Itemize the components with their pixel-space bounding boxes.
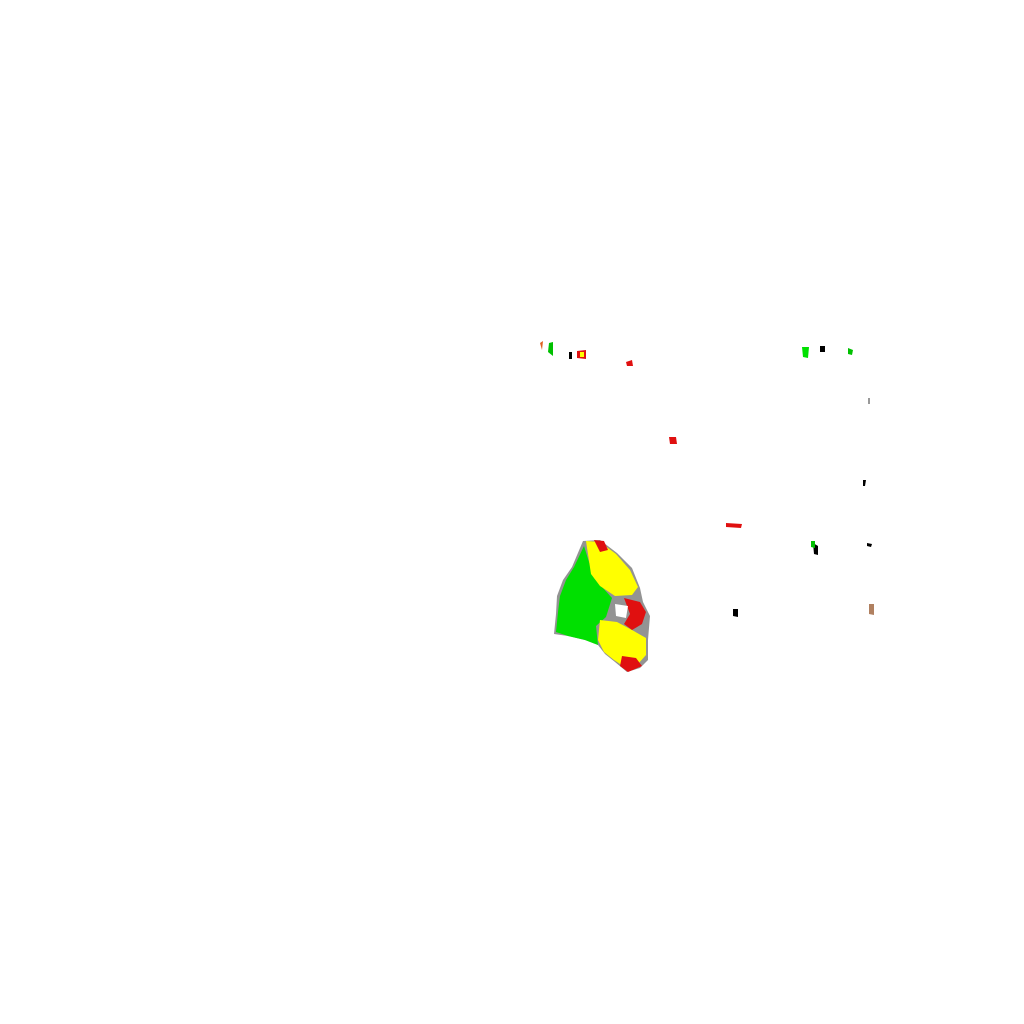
fragment-green-1	[548, 342, 553, 356]
main-blob-red-right	[624, 598, 646, 630]
fragment-yellow-1	[580, 352, 584, 357]
fragment-gray-1	[868, 398, 870, 404]
main-blob	[554, 540, 650, 672]
fragment-brown-1	[869, 604, 874, 615]
main-blob-white-gap	[615, 604, 628, 618]
fragment-green-3	[848, 348, 853, 355]
main-blob-green-region	[556, 546, 612, 645]
fragment-black-3	[863, 480, 866, 486]
fragment-black-5	[733, 609, 738, 617]
main-blob-yellow-upper	[586, 541, 638, 596]
scattered-fragments	[540, 341, 874, 617]
main-blob-red-bottom	[620, 656, 642, 672]
fragment-green-2	[802, 347, 809, 358]
fragment-red-4	[726, 523, 742, 528]
fragment-black-2	[820, 346, 825, 352]
fragment-green-4	[811, 541, 815, 548]
fragment-red-2	[626, 360, 633, 366]
main-blob-red-top	[594, 540, 608, 552]
fragment-black-4	[867, 543, 872, 547]
fragment-red-3	[669, 437, 677, 444]
fragment-black-1	[569, 352, 572, 359]
main-blob-yellow-lower	[598, 620, 646, 668]
fragment-red-1	[540, 341, 543, 350]
